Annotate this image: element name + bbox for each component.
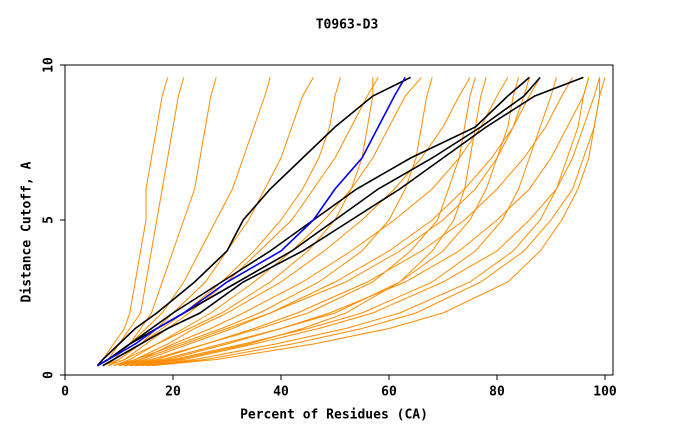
gdt-curve [118, 77, 476, 367]
y-tick-label: 5 [42, 216, 57, 224]
gdt-curve [96, 76, 411, 367]
gdt-curve [113, 77, 530, 367]
x-tick-label: 80 [489, 385, 505, 400]
gdt-curve [135, 77, 601, 367]
gdt-curve [102, 76, 584, 367]
y-axis-label: Distance Cutoff, A [20, 161, 35, 302]
x-tick-label: 0 [61, 385, 69, 400]
gdt-curve [97, 76, 406, 367]
gdt-curve [113, 77, 433, 367]
gdt-curve [108, 77, 379, 367]
x-tick-label: 40 [273, 385, 289, 400]
y-tick-label: 10 [42, 57, 57, 73]
x-tick-label: 20 [165, 385, 181, 400]
gdt-curve [97, 77, 169, 367]
gdt-curve [140, 77, 590, 367]
x-axis-label: Percent of Residues (CA) [240, 408, 428, 423]
gdt-curve [151, 77, 601, 367]
x-tick-label: 60 [381, 385, 397, 400]
gdt-curve [108, 77, 374, 367]
gdt-curve [97, 76, 530, 367]
x-tick-label: 100 [593, 385, 617, 400]
gdt-curve [129, 77, 590, 367]
gdt-curve [129, 77, 557, 367]
chart-title: T0963-D3 [316, 18, 379, 33]
gdt-curve [124, 77, 520, 367]
y-tick-label: 0 [42, 371, 57, 379]
gdt-curve [113, 77, 471, 367]
